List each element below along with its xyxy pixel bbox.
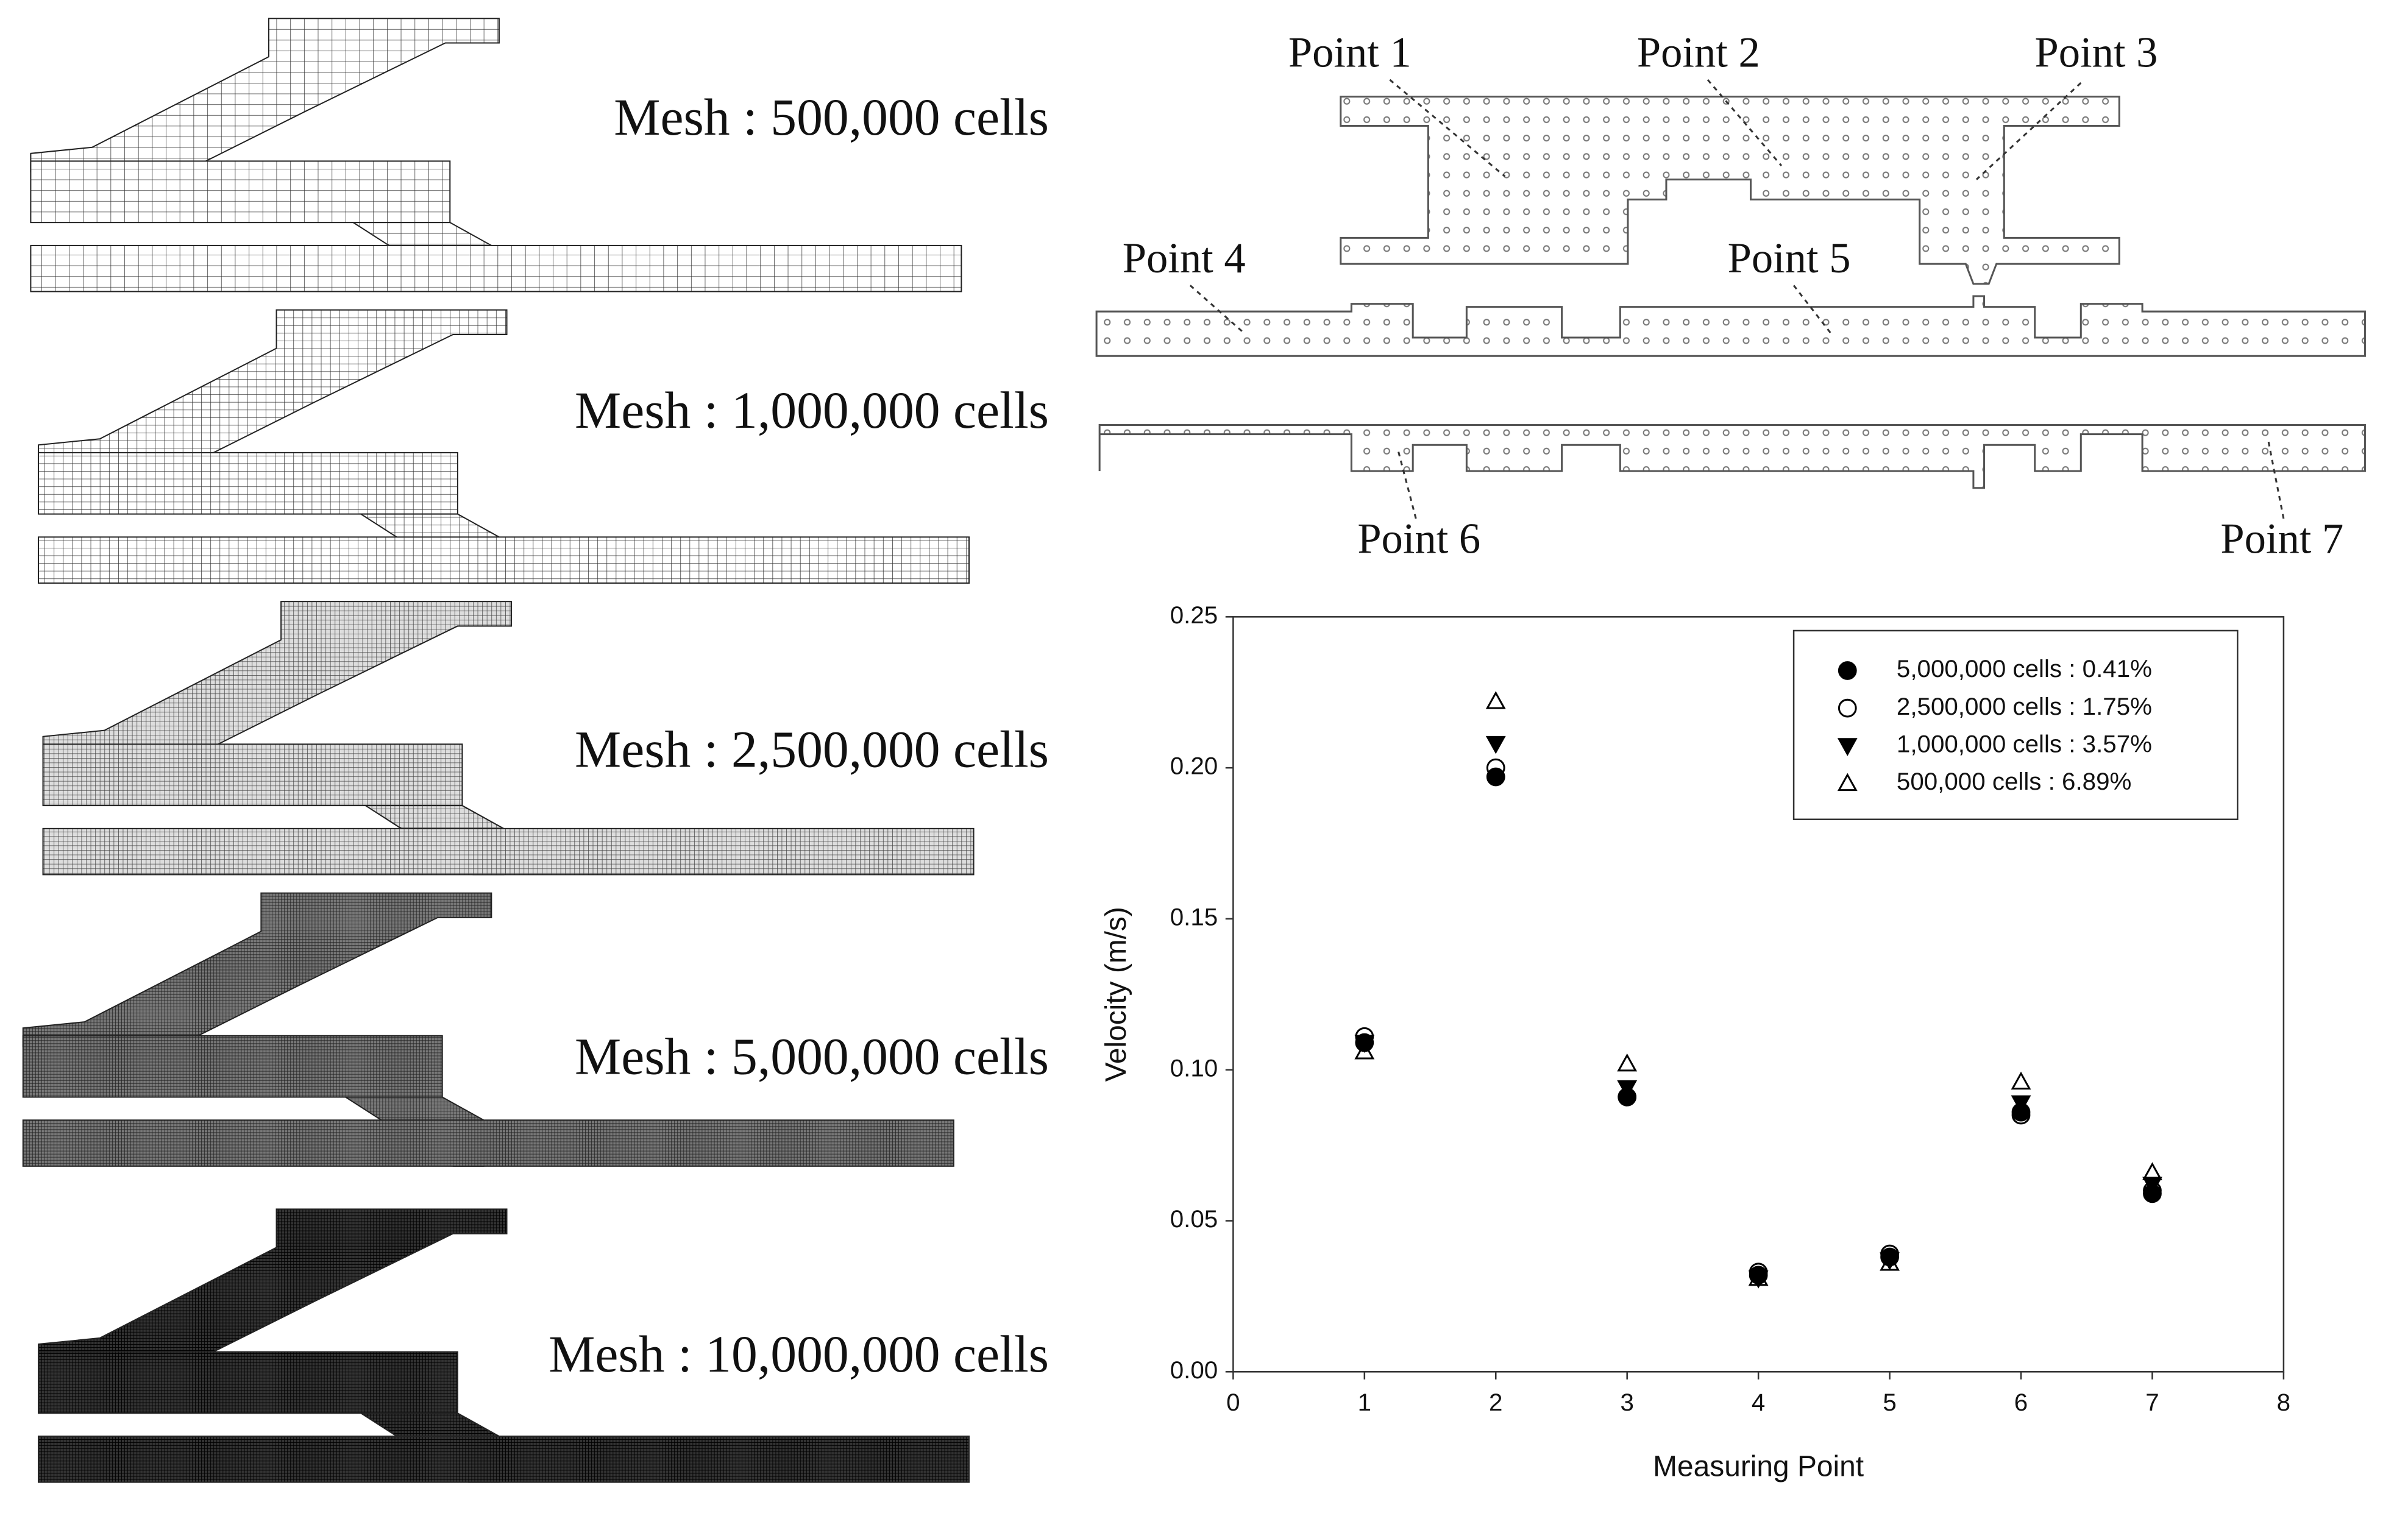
- mesh-drawing: [37, 309, 970, 584]
- scatter-chart: Measuring Point Velocity (m/s) 0.00 0.05 0…: [1100, 601, 2290, 1483]
- mesh-drawing: [30, 17, 962, 292]
- point-label: Point 4: [1123, 235, 1246, 282]
- marker: [1617, 1053, 1638, 1072]
- legend-label: 1,000,000 cells : 3.57%: [1897, 731, 2152, 758]
- marker: [1354, 1041, 1375, 1060]
- y-tick-label: 0.10: [1170, 1054, 1218, 1082]
- point-label: Point 7: [2220, 515, 2343, 563]
- marker: [1748, 1267, 1769, 1286]
- y-tick-label: 0.15: [1170, 904, 1218, 931]
- point-label: Point 5: [1728, 235, 1851, 282]
- legend-label: 500,000 cells : 6.89%: [1897, 768, 2131, 795]
- platform-outline: [1095, 295, 2366, 357]
- legend-marker: [1837, 738, 1858, 756]
- marker: [1617, 1080, 1638, 1099]
- mesh-panel: Mesh : 500,000 cells Mesh : 1,000,000 ce…: [22, 17, 1049, 1483]
- pointer-arrow: [1189, 285, 1245, 334]
- marker: [1486, 758, 1505, 777]
- legend-label: 5,000,000 cells : 0.41%: [1897, 655, 2152, 682]
- marker: [2011, 1071, 2031, 1090]
- marker: [1880, 1252, 1900, 1271]
- y-tick-label: 0.25: [1170, 601, 1218, 629]
- pointer-arrow: [1707, 79, 1783, 166]
- pointer-arrow: [1389, 79, 1506, 177]
- platform-outline: [1098, 424, 2366, 489]
- point-label: Point 2: [1637, 29, 1760, 76]
- plot-frame: [1232, 616, 2285, 1373]
- marker: [2142, 1162, 2162, 1180]
- point-label: Point 1: [1288, 29, 1412, 76]
- x-tick-label: 6: [2014, 1389, 2028, 1416]
- marker: [1485, 735, 1506, 754]
- plan-panel: Point 1 Point 2 Point 3 Point 4 Point 5 …: [1095, 29, 2366, 563]
- y-tick-label: 0.05: [1170, 1205, 1218, 1233]
- x-tick-label: 2: [1489, 1389, 1502, 1416]
- legend-box: [1792, 629, 2239, 820]
- pointer-arrow: [1792, 285, 1831, 334]
- mesh-label: Mesh : 1,000,000 cells: [575, 381, 1049, 439]
- marker: [2011, 1095, 2031, 1114]
- x-tick-label: 8: [2277, 1389, 2290, 1416]
- point-label: Point 6: [1357, 515, 1480, 563]
- legend-marker: [1837, 773, 1858, 792]
- pointer-arrow: [1396, 447, 1417, 519]
- x-tick-label: 0: [1226, 1389, 1240, 1416]
- point-label: Point 3: [2035, 29, 2158, 76]
- x-tick-label: 3: [1620, 1389, 1633, 1416]
- mesh-label: Mesh : 5,000,000 cells: [575, 1027, 1049, 1085]
- legend-label: 2,500,000 cells : 1.75%: [1897, 693, 2152, 720]
- mesh-label: Mesh : 500,000 cells: [614, 88, 1049, 146]
- mesh-label: Mesh : 10,000,000 cells: [549, 1325, 1049, 1383]
- concourse-outline: [1340, 96, 2120, 285]
- y-tick-label: 0.20: [1170, 753, 1218, 780]
- pointer-arrow: [2267, 440, 2285, 519]
- y-axis-label: Velocity (m/s): [1100, 907, 1132, 1082]
- x-tick-label: 4: [1752, 1389, 1765, 1416]
- marker: [1485, 691, 1506, 709]
- legend-marker: [1838, 698, 1857, 718]
- x-tick-label: 1: [1358, 1389, 1371, 1416]
- x-tick-label: 5: [1883, 1389, 1896, 1416]
- x-tick-label: 7: [2145, 1389, 2159, 1416]
- x-axis-label: Measuring Point: [1653, 1451, 1864, 1483]
- mesh-label: Mesh : 2,500,000 cells: [575, 721, 1049, 779]
- y-tick-label: 0.00: [1170, 1356, 1218, 1384]
- marker: [2142, 1177, 2162, 1195]
- legend-marker: [1838, 661, 1857, 680]
